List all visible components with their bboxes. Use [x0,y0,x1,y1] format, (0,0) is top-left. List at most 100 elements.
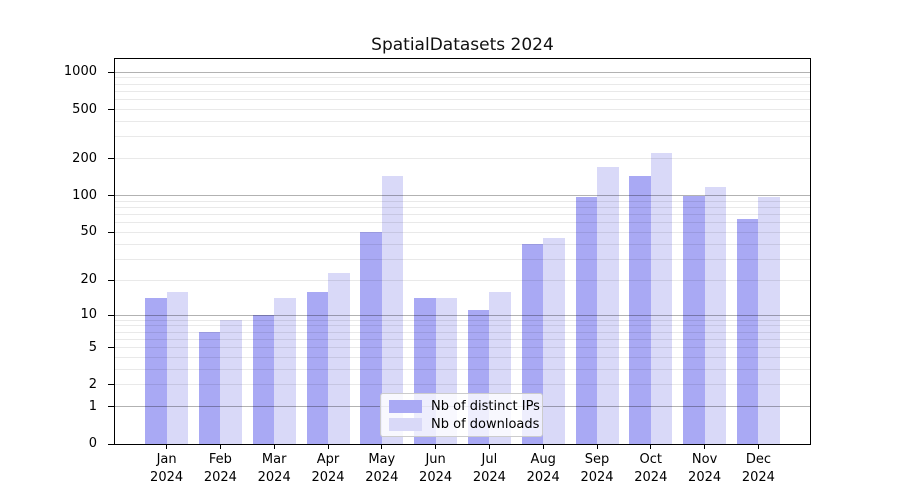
bar-ips-jan [145,298,167,444]
y-tick-100 [108,195,114,197]
y-tick-label-500: 500 [72,101,97,117]
gridline-minor-700 [115,90,810,92]
gridline-major-1000 [115,71,810,73]
bar-ips-mar [252,315,275,444]
x-tick-year: 2024 [526,470,560,485]
legend: Nb of distinct IPs Nb of downloads [380,393,543,437]
y-tick-label-1000: 1000 [63,64,97,80]
gridline-minor-400 [115,121,810,122]
y-tick-50 [108,231,114,233]
x-tick-label-feb: Feb 2024 [193,451,247,487]
y-tick-label-200: 200 [72,150,97,166]
x-tick-year: 2024 [634,470,668,485]
x-tick-month: May [368,452,396,467]
y-tick-2 [108,384,114,386]
x-tick-label-dec: Dec 2024 [731,451,785,487]
legend-item-downloads: Nb of downloads [389,417,539,432]
x-tick-year: 2024 [580,470,614,485]
x-tick-label-sep: Sep 2024 [570,451,624,487]
x-tick-label-jan: Jan 2024 [140,451,194,487]
x-tick-year: 2024 [365,470,399,485]
legend-label-downloads: Nb of downloads [431,416,540,432]
bar-ips-may [360,232,382,444]
bar-downloads-mar [274,298,296,444]
bar-downloads-dec [758,197,780,444]
y-tick-1 [108,406,114,408]
plot-area [114,58,811,445]
x-tick-label-jun: Jun 2024 [409,451,463,487]
y-tick-5 [108,347,114,349]
bar-downloads-nov [704,186,727,444]
gridlines-layer [115,59,810,444]
x-tick-label-nov: Nov 2024 [678,451,732,487]
bar-ips-feb [198,332,221,444]
x-tick-month: Feb [208,452,232,467]
y-tick-label-10: 10 [80,307,97,322]
gridline-minor-70 [115,214,810,216]
x-tick-jul [488,444,490,449]
bar-downloads-apr [328,273,350,444]
x-tick-year: 2024 [688,470,722,485]
gridline-minor-30 [115,258,810,260]
legend-item-distinct-ips: Nb of distinct IPs [389,399,540,414]
x-tick-label-oct: Oct 2024 [624,451,678,487]
legend-swatch-distinct-ips [389,399,422,413]
bar-downloads-jan [166,291,189,444]
x-tick-month: Jun [425,452,446,467]
x-tick-oct [650,444,652,449]
y-tick-1000 [108,71,114,73]
x-tick-feb [219,444,221,449]
y-tick-0 [108,443,114,445]
x-tick-mar [273,444,275,449]
bar-downloads-oct [650,153,673,444]
y-tick-label-5: 5 [88,339,97,355]
bar-ips-dec [736,219,759,444]
bar-ips-apr [306,291,328,444]
gridline-minor-40 [115,243,810,245]
y-tick-label-2: 2 [88,376,97,392]
x-tick-month: Apr [316,452,340,467]
gridline-minor-6 [115,338,810,340]
y-tick-500 [108,109,114,110]
gridline-minor-500 [115,109,810,110]
x-tick-month: Mar [261,452,287,467]
gridline-minor-4 [115,356,810,358]
gridline-minor-7 [115,331,810,333]
y-tick-200 [108,158,114,160]
x-tick-year: 2024 [741,470,775,485]
bar-ips-oct [629,175,651,444]
y-tick-20 [108,279,114,281]
gridline-minor-5 [115,347,810,349]
gridline-major-10 [115,314,810,316]
y-tick-label-0: 0 [88,436,97,451]
x-tick-may [381,444,383,449]
x-tick-month: Oct [639,452,663,467]
x-tick-year: 2024 [257,470,291,485]
gridline-minor-300 [115,136,810,138]
gridline-minor-900 [115,77,810,79]
bar-ips-sep [575,197,597,444]
gridline-minor-90 [115,200,810,202]
x-tick-year: 2024 [150,470,184,485]
x-tick-jan [166,444,168,449]
x-tick-year: 2024 [472,470,506,485]
gridline-minor-8 [115,325,810,327]
x-tick-month: Nov [691,452,718,467]
gridline-minor-800 [115,83,810,85]
gridline-minor-20 [115,279,810,281]
x-tick-year: 2024 [311,470,345,485]
gridline-minor-600 [115,99,810,101]
x-tick-year: 2024 [203,470,237,485]
gridline-minor-9 [115,319,810,321]
x-tick-nov [704,444,706,449]
gridline-major-100 [115,195,810,197]
legend-swatch-downloads [389,417,422,431]
x-tick-label-may: May 2024 [355,451,409,487]
x-tick-month: Sep [584,452,610,467]
x-tick-month: Jan [156,452,177,467]
bar-ips-nov [683,195,705,444]
x-tick-label-apr: Apr 2024 [301,451,355,487]
y-tick-label-50: 50 [80,224,97,240]
x-tick-month: Dec [745,452,771,467]
